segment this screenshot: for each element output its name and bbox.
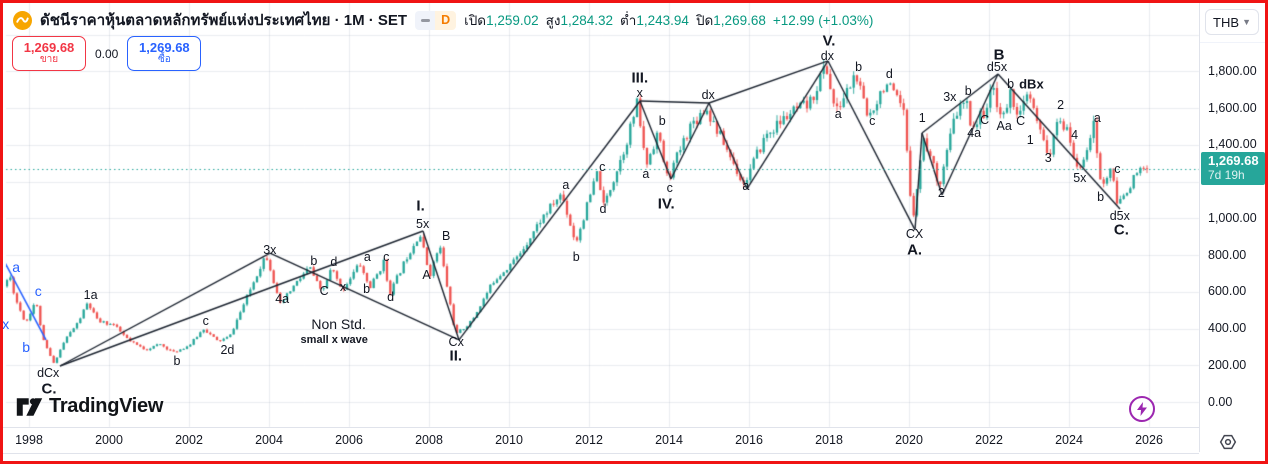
spread-value: 0.00 (95, 46, 119, 61)
time-tick-label: 2004 (255, 433, 283, 447)
tradingview-mark-icon (16, 397, 43, 416)
chevron-down-icon: ▼ (1242, 17, 1251, 27)
ohlc-readout: เปิด1,259.02 สูง1,284.32 ต่ำ1,243.94 ปิด… (464, 9, 873, 31)
time-tick-label: 2012 (575, 433, 603, 447)
time-tick-label: 2014 (655, 433, 683, 447)
change-value: +12.99 (+1.03%) (772, 12, 874, 28)
time-tick-label: 2026 (1135, 433, 1163, 447)
time-tick-label: 2000 (95, 433, 123, 447)
high-label: สูง (545, 13, 561, 28)
price-tick-label: 1,800.00 (1208, 63, 1257, 78)
price-tick-label: 800.00 (1208, 247, 1247, 262)
trade-panel: 1,269.68 ขาย 0.00 1,269.68 ซื้อ (12, 36, 202, 71)
price-tick-label: 600.00 (1208, 284, 1247, 299)
time-tick-label: 2018 (815, 433, 843, 447)
buy-label: ซื้อ (157, 54, 171, 66)
time-tick-label: 2020 (895, 433, 923, 447)
time-tick-label: 2022 (975, 433, 1003, 447)
time-axis[interactable]: 1998 2000 2002 2004 2006 2008 2010 2012 2014 2016… (3, 427, 1199, 454)
market-closed-minus-icon (415, 10, 436, 30)
tradingview-logo[interactable]: TradingView (16, 395, 163, 418)
currency-selector[interactable]: THB ▼ (1205, 9, 1259, 35)
buy-price: 1,269.68 (139, 40, 190, 56)
axis-separator (1200, 42, 1265, 43)
price-chart-canvas[interactable] (3, 3, 1265, 452)
time-tick-label: 2024 (1055, 433, 1083, 447)
price-tick-label: 0.00 (1208, 394, 1233, 409)
price-axis[interactable]: THB ▼ 1,800.00 1,600.00 1,400.00 1,000.00 80… (1199, 3, 1265, 453)
time-tick-label: 2016 (735, 433, 763, 447)
time-tick-label: 2002 (175, 433, 203, 447)
sell-label: ขาย (39, 54, 59, 66)
sell-price: 1,269.68 (23, 40, 75, 56)
price-tick-label: 400.00 (1208, 321, 1247, 336)
lightning-icon[interactable] (1129, 396, 1155, 422)
close-value: 1,269.68 (713, 13, 766, 28)
open-label: เปิด (464, 13, 487, 28)
close-label: ปิด (695, 13, 714, 28)
price-tick-label: 200.00 (1208, 357, 1247, 372)
bar-countdown: 7d 19h (1208, 168, 1245, 183)
tradingview-logo-text: TradingView (49, 395, 164, 417)
sell-button[interactable]: 1,269.68 ขาย (12, 36, 86, 71)
time-tick-label: 2010 (495, 433, 523, 447)
low-value: 1,243.94 (636, 13, 689, 28)
symbol-title[interactable]: ดัชนีราคาหุ้นตลาดหลักทรัพย์แห่งประเทศไทย… (40, 12, 408, 29)
open-value: 1,259.02 (486, 13, 539, 28)
set-symbol-logo-icon[interactable] (13, 10, 32, 30)
time-tick-label: 2008 (415, 433, 443, 447)
price-tick-label: 1,000.00 (1208, 210, 1257, 225)
currency-label: THB (1213, 14, 1239, 30)
time-tick-label: 1998 (15, 433, 43, 447)
price-tick-label: 1,400.00 (1208, 137, 1257, 152)
price-tick-label: 1,600.00 (1208, 100, 1257, 115)
gear-icon[interactable] (1217, 431, 1239, 453)
last-price-value: 1,269.68 (1208, 153, 1259, 169)
buy-button[interactable]: 1,269.68 ซื้อ (127, 36, 202, 71)
last-price-badge: 1,269.68 7d 19h (1201, 152, 1265, 186)
interval-d-badge: D (435, 10, 457, 30)
time-tick-label: 2006 (335, 433, 363, 447)
low-label: ต่ำ (620, 13, 637, 28)
high-value: 1,284.32 (560, 13, 614, 28)
market-status-interval-badge[interactable]: D (415, 10, 457, 30)
chart-legend: ดัชนีราคาหุ้นตลาดหลักทรัพย์แห่งประเทศไทย… (13, 8, 873, 32)
